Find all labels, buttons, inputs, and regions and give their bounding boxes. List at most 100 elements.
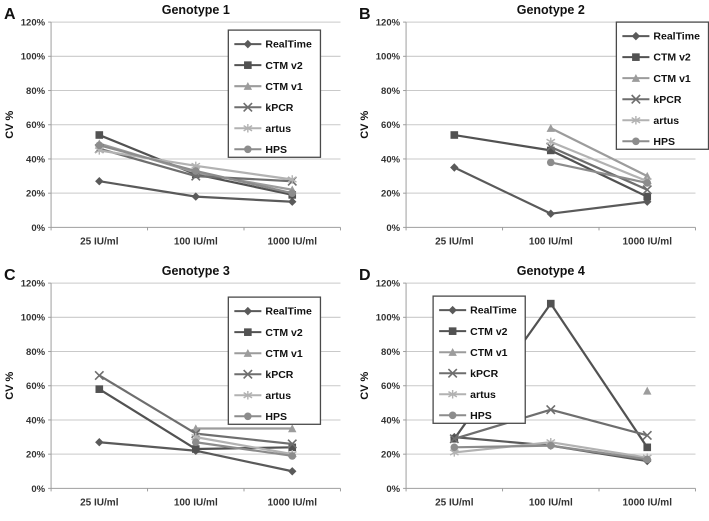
- legend-diamond-icon: [243, 306, 253, 315]
- series-ctm-v1: [642, 386, 651, 395]
- circle-marker: [288, 189, 297, 197]
- diamond-marker: [449, 163, 459, 172]
- y-tick-label: 40%: [381, 415, 401, 426]
- x-marker: [94, 370, 105, 380]
- x-tick-label: 25 IU/ml: [435, 497, 474, 508]
- legend-square-icon: [448, 326, 456, 335]
- legend-label: CTM v2: [265, 60, 303, 72]
- square-marker: [450, 131, 458, 139]
- legend-label: RealTime: [265, 305, 312, 317]
- y-tick-label: 80%: [381, 86, 401, 97]
- series-ctm-v2: [450, 131, 651, 201]
- square-marker: [288, 443, 297, 451]
- diamond-marker: [95, 437, 104, 446]
- circle-marker: [546, 441, 555, 449]
- series-artus: [94, 146, 297, 184]
- legend: RealTime CTM v2 CTM v1 kPCR artus HPS: [431, 294, 526, 424]
- axes: [405, 282, 696, 491]
- legend-label: CTM v2: [265, 326, 303, 338]
- chart-title: Genotype 4: [516, 264, 584, 278]
- diamond-marker: [288, 466, 297, 475]
- legend-square-icon: [244, 61, 252, 69]
- y-tick-label: 120%: [21, 278, 46, 289]
- legend-label: CTM v1: [470, 346, 508, 358]
- legend-label: artus: [653, 115, 679, 127]
- legend: RealTime CTM v2 CTM v1 kPCR artus HPS: [227, 295, 322, 425]
- x-tick-label: 1000 IU/ml: [622, 497, 672, 508]
- square-marker: [642, 443, 651, 451]
- legend-diamond-icon: [243, 39, 253, 49]
- legend-triangle-icon: [447, 347, 457, 356]
- legend-triangle-icon: [243, 348, 253, 357]
- panel-letter: A: [4, 5, 16, 23]
- x-marker: [641, 430, 652, 440]
- y-tick-label: 40%: [381, 154, 401, 165]
- legend-triangle-icon: [631, 73, 640, 82]
- legend-label: kPCR: [653, 94, 681, 106]
- circle-marker: [191, 437, 200, 446]
- triangle-marker: [642, 386, 651, 395]
- y-tick-label: 80%: [26, 346, 46, 357]
- y-tick-label: 60%: [26, 381, 46, 392]
- x-tick-label: 1000 IU/ml: [268, 236, 318, 247]
- x-tick-label: 25 IU/ml: [435, 236, 474, 247]
- legend-label: HPS: [265, 410, 287, 422]
- asterisk-marker: [545, 137, 555, 147]
- square-marker: [546, 146, 555, 155]
- square-marker: [546, 299, 555, 307]
- y-tick-label: 0%: [386, 483, 400, 494]
- chart-panel-D: 0% 20% 40% 60% 80% 100% 120% 25 IU/ml 100 IU/ml 1…: [355, 261, 709, 521]
- chart-title: Genotype 1: [162, 3, 230, 17]
- legend-diamond-icon: [447, 305, 457, 314]
- y-tick-label: 20%: [381, 449, 401, 460]
- y-tick-label: 20%: [26, 449, 46, 460]
- y-tick-label: 120%: [375, 18, 400, 29]
- legend-label: artus: [470, 388, 496, 400]
- legend-label: RealTime: [265, 39, 312, 51]
- y-tick-label: 40%: [26, 415, 46, 426]
- chart-panel-A: 0% 20% 40% 60% 80% 100% 120% 25 IU/ml 100 IU/ml 1…: [0, 0, 355, 261]
- legend-label: HPS: [653, 136, 675, 148]
- x-tick-label: 100 IU/ml: [174, 236, 218, 247]
- x-marker: [449, 433, 459, 444]
- diamond-marker: [191, 192, 200, 201]
- legend-x-icon: [630, 94, 641, 104]
- legend-circle-icon: [244, 411, 252, 420]
- series-realtime: [95, 176, 297, 206]
- circle-marker: [642, 179, 651, 187]
- panel-letter: B: [359, 5, 371, 23]
- y-tick-label: 20%: [381, 189, 401, 200]
- legend-label: CTM v1: [653, 73, 691, 85]
- circle-marker: [450, 443, 458, 451]
- x-tick-label: 100 IU/ml: [528, 497, 572, 508]
- y-tick-label: 60%: [381, 381, 401, 392]
- y-tick-label: 100%: [375, 52, 400, 63]
- y-tick-label: 40%: [26, 154, 46, 165]
- panel-letter: D: [359, 266, 371, 284]
- legend-circle-icon: [448, 410, 456, 419]
- series-hps: [450, 441, 651, 463]
- x-tick-label: 25 IU/ml: [80, 236, 119, 247]
- series-hps: [191, 437, 297, 460]
- x-tick-label: 1000 IU/ml: [268, 497, 318, 508]
- triangle-marker: [191, 423, 200, 432]
- triangle-marker: [546, 123, 555, 132]
- legend: RealTime CTM v2 CTM v1 kPCR artus HPS: [615, 21, 709, 150]
- legend-x-icon: [243, 102, 253, 112]
- chart-title: Genotype 3: [162, 264, 230, 278]
- legend-label: kPCR: [265, 102, 293, 114]
- asterisk-marker: [287, 175, 297, 184]
- y-tick-label: 100%: [375, 312, 400, 323]
- legend-asterisk-icon: [630, 116, 640, 125]
- chart-panel-B: 0% 20% 40% 60% 80% 100% 120% 25 IU/ml 100 IU/ml 1…: [355, 0, 709, 261]
- y-axis-title: CV %: [4, 110, 16, 138]
- square-marker: [191, 444, 200, 453]
- legend-label: HPS: [265, 144, 287, 156]
- legend-label: HPS: [470, 409, 492, 421]
- legend-label: artus: [265, 123, 291, 135]
- diamond-marker: [95, 176, 104, 186]
- y-tick-label: 80%: [381, 346, 401, 357]
- square-marker: [95, 384, 104, 393]
- y-tick-label: 0%: [386, 223, 400, 234]
- series-hps: [546, 158, 651, 187]
